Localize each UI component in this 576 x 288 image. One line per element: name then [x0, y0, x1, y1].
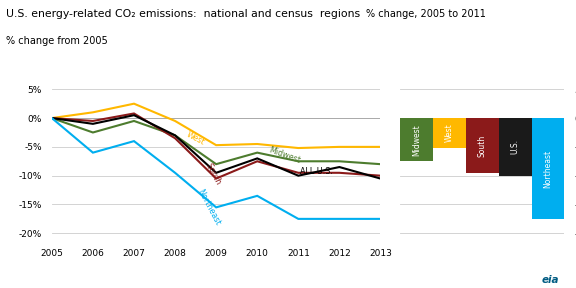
Text: U.S. energy-related CO₂ emissions:  national and census  regions: U.S. energy-related CO₂ emissions: natio…: [6, 9, 360, 19]
Text: Midwest: Midwest: [412, 124, 421, 156]
Text: Northeast: Northeast: [544, 149, 552, 187]
Text: U.S.: U.S.: [511, 139, 520, 154]
Bar: [433, 118, 466, 148]
Text: Northeast: Northeast: [196, 188, 222, 227]
Bar: [466, 118, 499, 173]
Text: eia: eia: [541, 275, 559, 285]
Bar: [532, 118, 564, 219]
Bar: [400, 118, 433, 161]
Bar: [499, 118, 532, 176]
Text: South: South: [478, 134, 487, 157]
Text: % change from 2005: % change from 2005: [6, 36, 108, 46]
Text: West: West: [445, 124, 454, 143]
Text: % change, 2005 to 2011: % change, 2005 to 2011: [366, 9, 486, 19]
Text: Midwest: Midwest: [268, 145, 302, 165]
Text: South: South: [204, 162, 223, 187]
Text: ALL U.S.: ALL U.S.: [300, 166, 334, 176]
Text: West: West: [185, 130, 207, 147]
